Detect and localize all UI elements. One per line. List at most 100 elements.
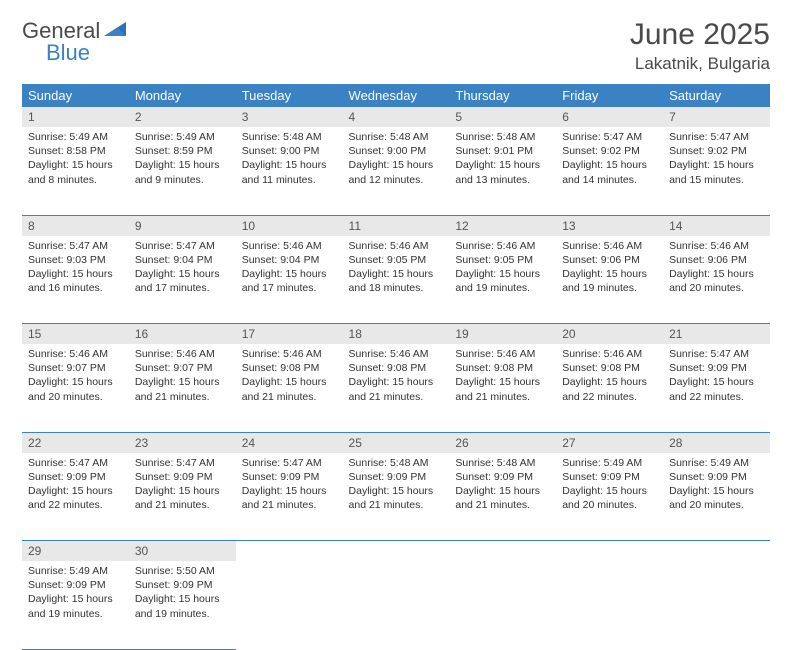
logo-text-blue: Blue: [46, 40, 90, 66]
day-body-cell: Sunrise: 5:49 AMSunset: 9:09 PMDaylight:…: [663, 453, 770, 541]
day-number-cell: 5: [449, 107, 556, 127]
day-body-cell: Sunrise: 5:48 AMSunset: 9:00 PMDaylight:…: [343, 127, 450, 215]
day-body-cell: Sunrise: 5:49 AMSunset: 9:09 PMDaylight:…: [22, 561, 129, 649]
day-body-cell: Sunrise: 5:46 AMSunset: 9:06 PMDaylight:…: [663, 236, 770, 324]
day-body-cell: Sunrise: 5:48 AMSunset: 9:09 PMDaylight:…: [449, 453, 556, 541]
day-details: Sunrise: 5:47 AMSunset: 9:02 PMDaylight:…: [556, 127, 663, 193]
day-number-cell: 9: [129, 215, 236, 236]
day-number-cell: 25: [343, 432, 450, 453]
day-body-row: Sunrise: 5:47 AMSunset: 9:09 PMDaylight:…: [22, 453, 770, 541]
day-details: Sunrise: 5:47 AMSunset: 9:09 PMDaylight:…: [22, 453, 129, 519]
day-details: Sunrise: 5:46 AMSunset: 9:07 PMDaylight:…: [129, 344, 236, 410]
day-details: Sunrise: 5:46 AMSunset: 9:05 PMDaylight:…: [343, 236, 450, 302]
day-details: Sunrise: 5:49 AMSunset: 8:58 PMDaylight:…: [22, 127, 129, 193]
day-number-row: 22232425262728: [22, 432, 770, 453]
day-body-cell: Sunrise: 5:46 AMSunset: 9:08 PMDaylight:…: [449, 344, 556, 432]
day-body-row: Sunrise: 5:46 AMSunset: 9:07 PMDaylight:…: [22, 344, 770, 432]
day-body-cell: Sunrise: 5:47 AMSunset: 9:02 PMDaylight:…: [556, 127, 663, 215]
day-details: Sunrise: 5:47 AMSunset: 9:04 PMDaylight:…: [129, 236, 236, 302]
day-body-cell: Sunrise: 5:49 AMSunset: 8:58 PMDaylight:…: [22, 127, 129, 215]
day-body-cell: Sunrise: 5:46 AMSunset: 9:07 PMDaylight:…: [129, 344, 236, 432]
day-body-cell: Sunrise: 5:49 AMSunset: 9:09 PMDaylight:…: [556, 453, 663, 541]
day-details: Sunrise: 5:48 AMSunset: 9:01 PMDaylight:…: [449, 127, 556, 193]
day-number-cell: 21: [663, 324, 770, 345]
weekday-header: Sunday: [22, 84, 129, 107]
day-number-cell: 7: [663, 107, 770, 127]
day-number-cell: 27: [556, 432, 663, 453]
day-number-cell: 12: [449, 215, 556, 236]
day-number-cell: 17: [236, 324, 343, 345]
day-number-cell: [236, 541, 343, 562]
day-number-cell: 3: [236, 107, 343, 127]
day-body-cell: [556, 561, 663, 649]
day-details: Sunrise: 5:48 AMSunset: 9:00 PMDaylight:…: [343, 127, 450, 193]
day-details: Sunrise: 5:49 AMSunset: 9:09 PMDaylight:…: [22, 561, 129, 627]
day-details: Sunrise: 5:46 AMSunset: 9:07 PMDaylight:…: [22, 344, 129, 410]
day-body-cell: Sunrise: 5:46 AMSunset: 9:08 PMDaylight:…: [556, 344, 663, 432]
day-body-cell: [236, 561, 343, 649]
day-number-cell: 13: [556, 215, 663, 236]
day-body-cell: Sunrise: 5:48 AMSunset: 9:09 PMDaylight:…: [343, 453, 450, 541]
day-number-cell: 24: [236, 432, 343, 453]
weekday-header: Saturday: [663, 84, 770, 107]
day-number-cell: 19: [449, 324, 556, 345]
day-body-row: Sunrise: 5:47 AMSunset: 9:03 PMDaylight:…: [22, 236, 770, 324]
day-body-cell: Sunrise: 5:47 AMSunset: 9:09 PMDaylight:…: [236, 453, 343, 541]
day-details: Sunrise: 5:46 AMSunset: 9:06 PMDaylight:…: [663, 236, 770, 302]
day-number-cell: 26: [449, 432, 556, 453]
day-number-cell: 20: [556, 324, 663, 345]
day-body-cell: Sunrise: 5:50 AMSunset: 9:09 PMDaylight:…: [129, 561, 236, 649]
day-details: Sunrise: 5:50 AMSunset: 9:09 PMDaylight:…: [129, 561, 236, 627]
day-body-cell: Sunrise: 5:46 AMSunset: 9:08 PMDaylight:…: [343, 344, 450, 432]
day-details: Sunrise: 5:46 AMSunset: 9:08 PMDaylight:…: [556, 344, 663, 410]
day-details: Sunrise: 5:47 AMSunset: 9:02 PMDaylight:…: [663, 127, 770, 193]
day-number-cell: 2: [129, 107, 236, 127]
day-details: Sunrise: 5:48 AMSunset: 9:09 PMDaylight:…: [343, 453, 450, 519]
logo: General Blue: [22, 18, 128, 44]
day-number-cell: 23: [129, 432, 236, 453]
day-number-cell: [556, 541, 663, 562]
day-body-cell: Sunrise: 5:46 AMSunset: 9:04 PMDaylight:…: [236, 236, 343, 324]
day-body-cell: Sunrise: 5:46 AMSunset: 9:05 PMDaylight:…: [449, 236, 556, 324]
day-details: Sunrise: 5:47 AMSunset: 9:09 PMDaylight:…: [129, 453, 236, 519]
day-details: Sunrise: 5:46 AMSunset: 9:08 PMDaylight:…: [343, 344, 450, 410]
day-details: Sunrise: 5:46 AMSunset: 9:08 PMDaylight:…: [236, 344, 343, 410]
day-body-cell: Sunrise: 5:47 AMSunset: 9:04 PMDaylight:…: [129, 236, 236, 324]
day-details: Sunrise: 5:46 AMSunset: 9:05 PMDaylight:…: [449, 236, 556, 302]
calendar-table: SundayMondayTuesdayWednesdayThursdayFrid…: [22, 84, 770, 650]
day-number-cell: 22: [22, 432, 129, 453]
weekday-header: Tuesday: [236, 84, 343, 107]
day-number-row: 891011121314: [22, 215, 770, 236]
day-body-row: Sunrise: 5:49 AMSunset: 8:58 PMDaylight:…: [22, 127, 770, 215]
day-details: Sunrise: 5:49 AMSunset: 9:09 PMDaylight:…: [663, 453, 770, 519]
day-details: Sunrise: 5:49 AMSunset: 8:59 PMDaylight:…: [129, 127, 236, 193]
day-body-cell: Sunrise: 5:46 AMSunset: 9:05 PMDaylight:…: [343, 236, 450, 324]
day-details: Sunrise: 5:47 AMSunset: 9:09 PMDaylight:…: [663, 344, 770, 410]
day-body-cell: [449, 561, 556, 649]
day-number-cell: [449, 541, 556, 562]
location-label: Lakatnik, Bulgaria: [630, 54, 770, 74]
weekday-header: Wednesday: [343, 84, 450, 107]
day-details: Sunrise: 5:48 AMSunset: 9:00 PMDaylight:…: [236, 127, 343, 193]
day-details: Sunrise: 5:46 AMSunset: 9:08 PMDaylight:…: [449, 344, 556, 410]
day-details: Sunrise: 5:47 AMSunset: 9:09 PMDaylight:…: [236, 453, 343, 519]
day-body-cell: [343, 561, 450, 649]
day-body-cell: Sunrise: 5:47 AMSunset: 9:09 PMDaylight:…: [22, 453, 129, 541]
day-number-cell: 29: [22, 541, 129, 562]
day-body-cell: Sunrise: 5:46 AMSunset: 9:08 PMDaylight:…: [236, 344, 343, 432]
weekday-header: Friday: [556, 84, 663, 107]
day-number-cell: [343, 541, 450, 562]
day-body-cell: Sunrise: 5:46 AMSunset: 9:06 PMDaylight:…: [556, 236, 663, 324]
weekday-header: Thursday: [449, 84, 556, 107]
weekday-header: Monday: [129, 84, 236, 107]
day-number-cell: 30: [129, 541, 236, 562]
day-body-cell: Sunrise: 5:47 AMSunset: 9:03 PMDaylight:…: [22, 236, 129, 324]
weekday-header-row: SundayMondayTuesdayWednesdayThursdayFrid…: [22, 84, 770, 107]
day-body-row: Sunrise: 5:49 AMSunset: 9:09 PMDaylight:…: [22, 561, 770, 649]
day-details: Sunrise: 5:47 AMSunset: 9:03 PMDaylight:…: [22, 236, 129, 302]
logo-triangle-icon: [104, 20, 128, 43]
day-details: Sunrise: 5:48 AMSunset: 9:09 PMDaylight:…: [449, 453, 556, 519]
day-number-row: 2930: [22, 541, 770, 562]
day-body-cell: Sunrise: 5:47 AMSunset: 9:02 PMDaylight:…: [663, 127, 770, 215]
day-body-cell: Sunrise: 5:47 AMSunset: 9:09 PMDaylight:…: [663, 344, 770, 432]
